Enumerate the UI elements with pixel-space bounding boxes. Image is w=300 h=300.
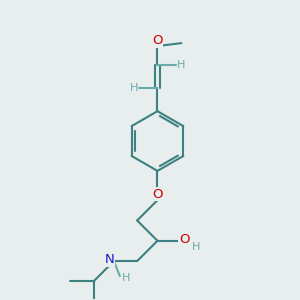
Text: O: O [152, 188, 163, 201]
Text: H: H [177, 60, 185, 70]
Text: O: O [152, 34, 163, 47]
Text: H: H [122, 273, 130, 284]
Text: H: H [191, 242, 200, 252]
Text: O: O [179, 233, 190, 246]
Text: N: N [104, 253, 114, 266]
Text: H: H [129, 83, 138, 93]
